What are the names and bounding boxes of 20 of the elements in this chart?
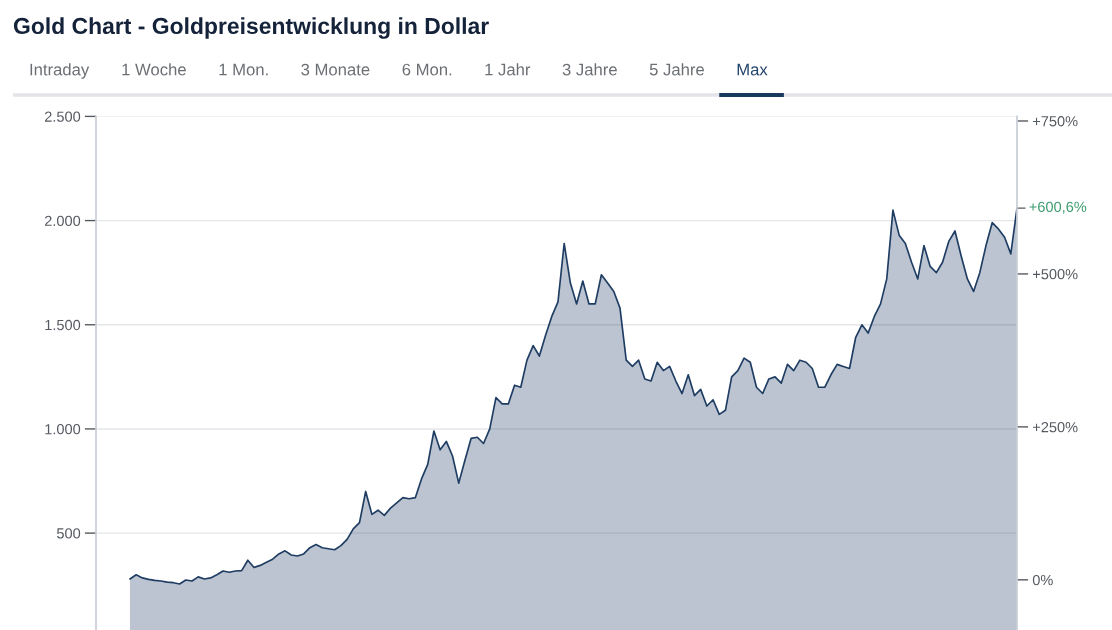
- y-tick-label: 2.000: [44, 215, 81, 227]
- text: 6 Mon.: [402, 63, 452, 76]
- y-tick-label: 1.500: [45, 319, 81, 331]
- y-tick-label: 2.500: [44, 111, 81, 122]
- y2-tick-label: 0%: [1032, 574, 1053, 586]
- text: 5 Jahre: [649, 63, 704, 76]
- text: +600,6%: [1029, 201, 1087, 214]
- y-tick-label: 1.000: [45, 424, 81, 435]
- y2-tick-label: +250%: [1032, 421, 1078, 433]
- text: 1 Woche: [122, 63, 186, 76]
- text: 1 Mon.: [219, 63, 268, 76]
- y-tick-label: 500: [56, 528, 81, 539]
- text: 3 Monate: [301, 63, 370, 76]
- text: Gold Chart - Goldpreisentwicklung in Dollar: [13, 17, 489, 39]
- text: 3 Jahre: [562, 63, 617, 76]
- y2-tick-label: +750%: [1032, 116, 1078, 127]
- text: Max: [737, 63, 768, 76]
- text: 1 Jahr: [485, 63, 531, 76]
- text: Intraday: [30, 63, 90, 79]
- y2-tick-label: +500%: [1032, 269, 1078, 280]
